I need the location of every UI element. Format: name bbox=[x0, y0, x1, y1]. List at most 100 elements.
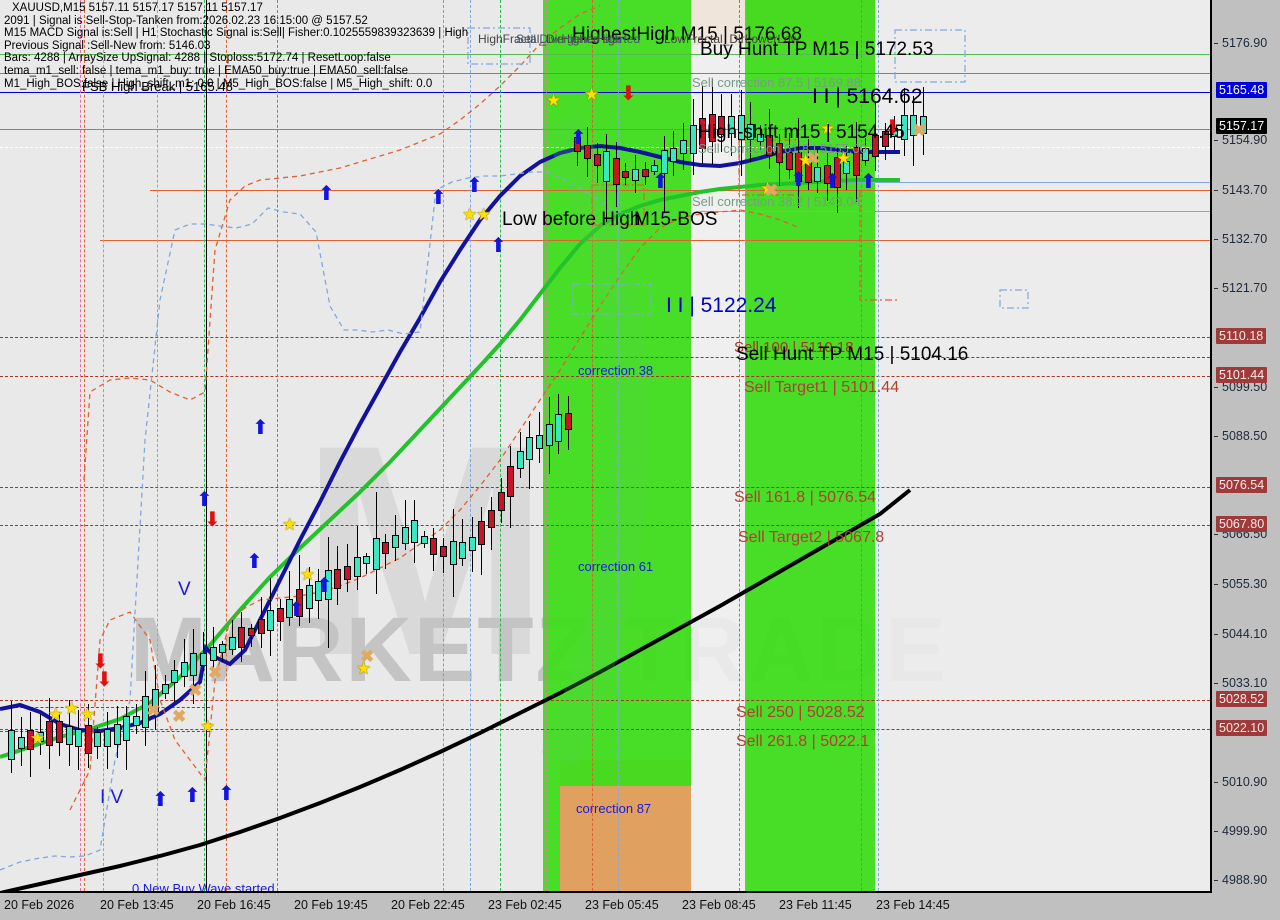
star-marker: ★ bbox=[820, 119, 836, 138]
candle bbox=[459, 518, 467, 566]
candle-body bbox=[440, 545, 447, 558]
candle bbox=[843, 146, 851, 190]
candle bbox=[449, 509, 457, 597]
candle-body bbox=[689, 125, 697, 155]
annotation-sell-100: Sell 100 | 5110.18 bbox=[734, 339, 854, 356]
annotation-sell-corr-875: Sell correction 87.5 | 5169.88 bbox=[692, 75, 861, 90]
candle bbox=[132, 703, 140, 735]
candle-body bbox=[728, 115, 735, 135]
price-badge: 5110.18 bbox=[1216, 328, 1267, 344]
buy-arrow-icon: ⬆ bbox=[252, 417, 269, 439]
candle bbox=[612, 141, 620, 208]
candle bbox=[545, 397, 553, 474]
candle bbox=[344, 543, 351, 592]
vline-blue-2 bbox=[157, 0, 158, 891]
header-instrument: XAUUSD,M15 5157.11 5157.17 5157.11 5157.… bbox=[12, 2, 263, 14]
candle bbox=[900, 87, 908, 156]
price-scale[interactable]: 5176.90 5154.90 5143.70 5132.70 5121.70 5099.… bbox=[1214, 0, 1280, 893]
candle-body bbox=[17, 736, 25, 750]
candle-body bbox=[324, 569, 332, 601]
candle bbox=[795, 118, 803, 209]
sell-arrow-icon: ⬇ bbox=[92, 651, 109, 673]
candle-body bbox=[411, 520, 419, 544]
star-marker: ★ bbox=[300, 565, 316, 584]
buy-arrow-icon: ⬆ bbox=[218, 783, 235, 805]
candle bbox=[27, 712, 35, 778]
candle-body bbox=[824, 165, 831, 185]
vline-orange-3 bbox=[277, 0, 278, 891]
candle-body bbox=[545, 424, 553, 446]
candle bbox=[603, 133, 611, 223]
candle bbox=[420, 530, 428, 548]
chart-plot-area[interactable]: M MARKETZ TRADE bbox=[0, 0, 1212, 893]
candle bbox=[526, 420, 534, 489]
candle bbox=[75, 710, 83, 771]
candle bbox=[171, 660, 179, 702]
candle bbox=[574, 131, 582, 166]
price-tick: 5099.50 bbox=[1214, 380, 1280, 394]
candle-body bbox=[392, 535, 399, 548]
candle bbox=[651, 159, 659, 176]
candle bbox=[747, 102, 755, 162]
candle-body bbox=[152, 688, 159, 714]
candle-wick bbox=[251, 624, 252, 648]
level-5157-17 bbox=[0, 129, 1210, 130]
sell-arrow-icon: ⬇ bbox=[204, 509, 221, 531]
candle-body bbox=[910, 114, 918, 136]
candle bbox=[689, 98, 697, 176]
candle bbox=[65, 699, 73, 766]
header-line7: M1_High_BOS:false | High_shift_m1: 0.0 |… bbox=[4, 77, 433, 90]
time-tick: 20 Feb 2026 bbox=[4, 898, 75, 912]
candle-body bbox=[920, 116, 927, 135]
candle-body bbox=[344, 565, 351, 580]
time-tick: 20 Feb 13:45 bbox=[100, 898, 174, 912]
annotation-price-5164: I I | 5164.62 bbox=[812, 85, 923, 108]
chart-info-header: XAUUSD,M15 5157.11 5157.17 5157.11 5157.… bbox=[4, 2, 468, 90]
candle bbox=[161, 675, 169, 699]
price-badge: 5101.44 bbox=[1216, 367, 1268, 383]
candle bbox=[334, 545, 342, 605]
annotation-correction-38: correction 38 bbox=[578, 363, 654, 378]
annotation-low-fractal: LowFractal_DirLowerLow bbox=[664, 32, 800, 46]
candle-body bbox=[584, 145, 591, 160]
candle bbox=[824, 152, 831, 201]
candle bbox=[622, 162, 630, 185]
candle-body bbox=[257, 618, 265, 634]
candle bbox=[891, 116, 899, 150]
star-marker: ★ bbox=[200, 717, 216, 736]
candle bbox=[718, 94, 726, 153]
price-tick: 5154.90 bbox=[1214, 133, 1280, 147]
candle bbox=[728, 94, 735, 156]
candle-body bbox=[526, 437, 534, 461]
time-tick: 20 Feb 19:45 bbox=[294, 898, 368, 912]
candle bbox=[248, 624, 255, 648]
candle-body bbox=[785, 152, 793, 170]
candle bbox=[488, 497, 495, 550]
candle bbox=[104, 711, 111, 770]
star-marker: ★ bbox=[282, 515, 298, 534]
candle-body bbox=[420, 536, 428, 544]
cross-marker-icon: ✖ bbox=[806, 149, 821, 168]
candle-body bbox=[142, 695, 150, 728]
candle bbox=[430, 528, 438, 572]
level-5028-52 bbox=[0, 700, 1210, 701]
buy-arrow-icon: ⬆ bbox=[246, 551, 263, 573]
candle bbox=[296, 554, 303, 627]
candle bbox=[852, 122, 860, 203]
candle bbox=[84, 703, 92, 768]
annotation-sell-2618: Sell 261.8 | 5022.1 bbox=[736, 733, 870, 750]
sell-arrow-icon: ⬇ bbox=[884, 117, 901, 139]
candle-body bbox=[718, 115, 726, 136]
price-badge: 5067.80 bbox=[1216, 516, 1268, 532]
candle bbox=[881, 123, 889, 161]
vline-orange-2 bbox=[226, 0, 227, 891]
time-tick: 23 Feb 11:45 bbox=[779, 898, 852, 912]
time-scale[interactable]: 20 Feb 2026 20 Feb 13:45 20 Feb 16:45 20 Fe… bbox=[0, 895, 1280, 920]
header-line6: tema_m1_sell: false | tema_m1_buy: true … bbox=[4, 64, 408, 77]
candle bbox=[814, 148, 822, 194]
candle bbox=[56, 712, 63, 757]
star-marker: ★ bbox=[356, 659, 372, 678]
annotation-sell-divergence: Sell Divergence started bbox=[516, 32, 641, 46]
candle-body bbox=[641, 168, 649, 177]
